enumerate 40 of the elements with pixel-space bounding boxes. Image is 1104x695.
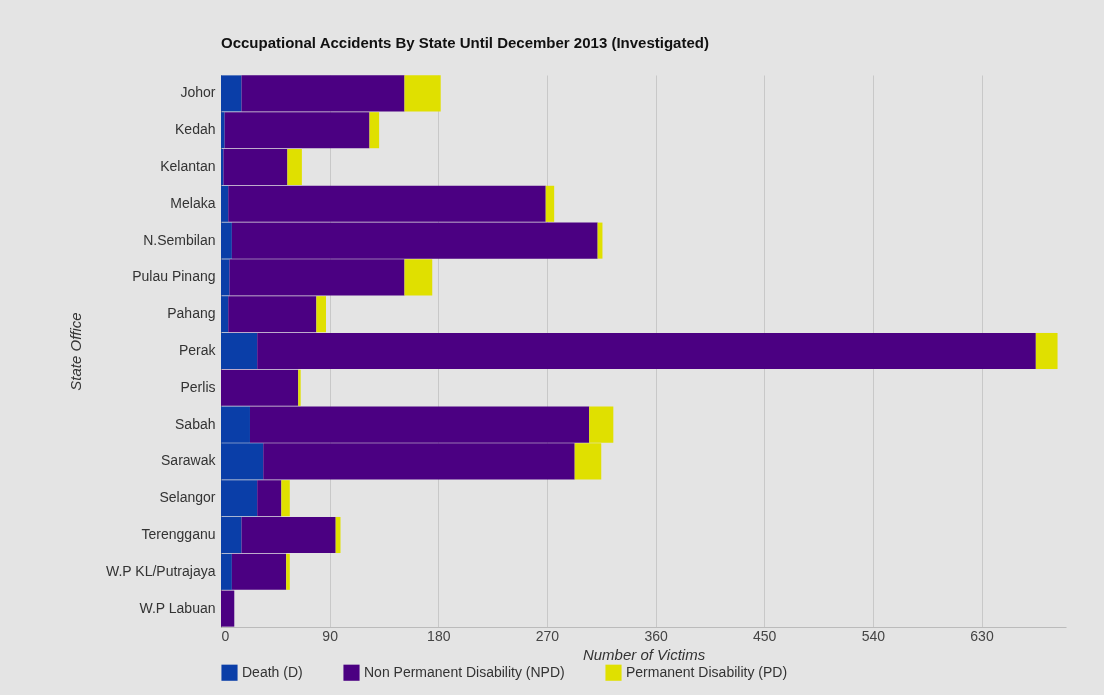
legend-label: Death (D) [242, 663, 303, 680]
bar [404, 75, 441, 112]
y-axis-title: State Office [66, 312, 84, 391]
y-tick-label: W.P KL/Putrajaya [106, 562, 216, 579]
y-tick-label: Kedah [175, 121, 216, 138]
bar [404, 259, 433, 296]
x-tick-label: 360 [644, 627, 668, 644]
y-tick-label: Perak [178, 342, 217, 358]
y-tick-label: N.Sembilan [143, 231, 216, 248]
y-tick-label: W.P Labuan [139, 599, 216, 616]
y-tick-label: Pahang [167, 305, 216, 322]
bar [298, 369, 301, 406]
y-tick-label: Sabah [175, 415, 216, 432]
bar [281, 480, 290, 517]
bar [335, 516, 341, 554]
x-axis-title: Number of Victims [582, 645, 706, 663]
x-tick-label: 630 [970, 627, 994, 644]
x-tick-label: 270 [535, 627, 560, 644]
bar [316, 296, 327, 333]
bar [369, 112, 380, 149]
y-tick-label: Terengganu [141, 526, 216, 542]
x-tick-label: 0 [221, 627, 230, 644]
y-tick-label: Kelantan [160, 158, 216, 174]
y-tick-label: Pulau Pinang [132, 268, 216, 285]
x-tick-label: 450 [753, 627, 777, 644]
bar [545, 185, 555, 222]
x-tick-label: 540 [861, 627, 886, 644]
y-tick-label: Selangor [159, 489, 216, 506]
x-tick-label: 180 [427, 627, 451, 644]
bar [286, 553, 290, 590]
y-tick-label: Sarawak [161, 452, 217, 469]
y-tick-label: Johor [180, 84, 216, 101]
y-tick-label: Perlis [180, 378, 216, 395]
bar [287, 148, 302, 186]
y-tick-label: Melaka [170, 194, 216, 211]
legend-label: Permanent Disability (PD) [626, 663, 788, 680]
chart-title: Occupational Accidents By State Until December 2013 (Investigated) [221, 34, 709, 51]
legend-label: Non Permanent Disability (NPD) [364, 663, 565, 680]
bar [1035, 332, 1058, 370]
x-tick-label: 90 [322, 627, 339, 644]
